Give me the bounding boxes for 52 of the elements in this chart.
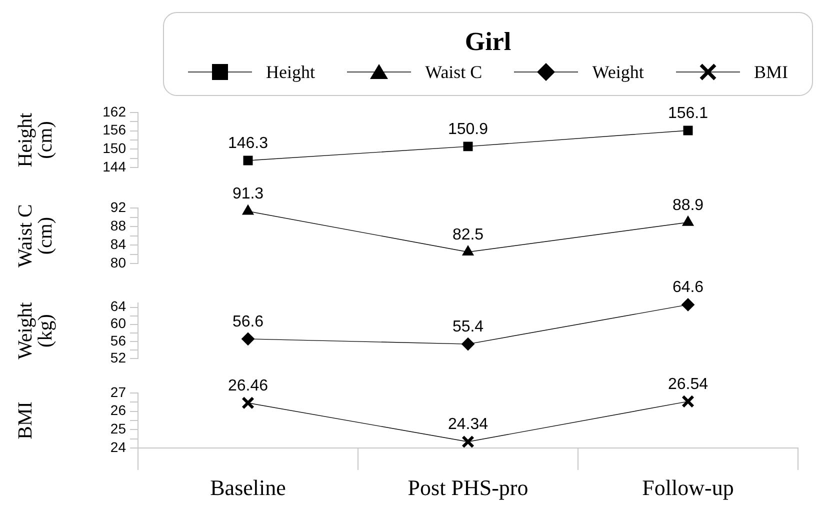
- y-tick-label: 80: [110, 254, 126, 270]
- y-tick-label: 27: [110, 384, 126, 400]
- legend-label: Height: [266, 62, 316, 82]
- data-label: 82.5: [452, 226, 484, 244]
- y-tick-label: 156: [102, 122, 126, 138]
- point: [462, 246, 474, 256]
- y-tick-label: 162: [102, 103, 126, 120]
- data-label: 88.9: [672, 196, 704, 214]
- data-label: 26.54: [668, 376, 708, 393]
- data-label: 91.3: [232, 186, 264, 203]
- y-tick-label: 26: [110, 402, 126, 418]
- legend-label: Waist C: [425, 62, 482, 82]
- point: [462, 338, 474, 351]
- point: [462, 435, 474, 448]
- y-axis-title: Height (cm): [14, 112, 56, 168]
- x-tick-label: Baseline: [210, 474, 286, 500]
- y-tick-label: 25: [110, 420, 126, 437]
- point: [682, 394, 694, 408]
- y-tick-label: 88: [110, 217, 126, 234]
- legend-title: Girl: [464, 27, 512, 57]
- y-axis-title: Waist C (cm): [14, 204, 56, 268]
- point: [242, 204, 254, 215]
- point: [683, 126, 693, 136]
- point: [682, 298, 694, 312]
- y-tick-label: 56: [110, 332, 126, 348]
- data-label: 146.3: [228, 134, 268, 152]
- data-label: 55.4: [452, 318, 484, 336]
- point: [463, 142, 473, 152]
- y-tick-label: 52: [110, 349, 126, 366]
- point: [242, 396, 254, 410]
- legend-label: BMI: [754, 62, 788, 82]
- y-axis-title: Weight (kg): [14, 302, 56, 360]
- y-tick-label: 144: [102, 158, 126, 174]
- point: [242, 332, 254, 346]
- point: [682, 216, 694, 226]
- y-tick-label: 64: [110, 298, 126, 314]
- data-label: 156.1: [668, 104, 708, 122]
- x-tick-label: Follow-up: [642, 474, 734, 500]
- data-label: 64.6: [672, 279, 704, 296]
- y-axis-title: BMI: [14, 402, 36, 440]
- legend-label: Weight: [592, 62, 644, 82]
- x-tick-label: Post PHS-pro: [408, 474, 528, 500]
- y-tick-label: 60: [110, 315, 126, 332]
- y-tick-label: 92: [110, 198, 126, 215]
- data-label: 26.46: [228, 377, 268, 394]
- data-label: 150.9: [448, 120, 488, 138]
- data-label: 24.34: [448, 416, 488, 434]
- data-label: 56.6: [232, 313, 264, 330]
- y-tick-label: 150: [102, 140, 126, 156]
- y-tick-label: 24: [110, 438, 126, 455]
- point: [243, 156, 253, 166]
- y-tick-label: 84: [110, 236, 126, 252]
